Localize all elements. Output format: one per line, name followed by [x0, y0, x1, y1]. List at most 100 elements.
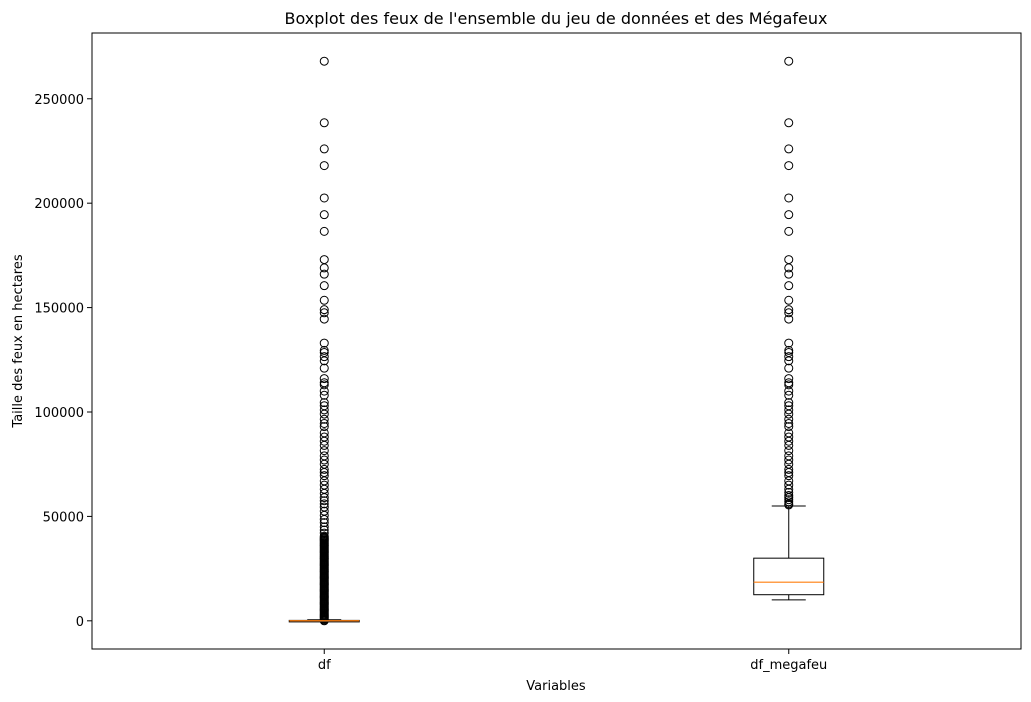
x-axis: df df_megafeu [318, 649, 827, 673]
flier-point [784, 338, 794, 348]
flier-point [319, 531, 329, 541]
flier-point [784, 398, 794, 408]
flier-point [784, 305, 794, 315]
flier-point [319, 390, 329, 400]
flier-point [784, 487, 794, 497]
flier-point [319, 226, 329, 236]
flier-point [784, 436, 794, 446]
flier-point [784, 144, 794, 154]
y-axis: 0 50000 100000 150000 200000 250000 [34, 93, 92, 630]
flier-point [784, 352, 794, 362]
flier-point [319, 56, 329, 66]
flier-point [784, 269, 794, 279]
flier-point [319, 374, 329, 384]
flier-point [319, 386, 329, 396]
flier-point [319, 499, 329, 509]
x-tick-label: df [318, 658, 331, 673]
flier-point [319, 380, 329, 390]
flier-point [784, 414, 794, 424]
box-group-df_megafeu [753, 56, 825, 601]
box-series [288, 56, 825, 626]
flier-point [784, 56, 794, 66]
flier-point [319, 144, 329, 154]
flier-point [319, 281, 329, 291]
flier-point [319, 161, 329, 171]
flier-point [319, 269, 329, 279]
y-tick-label: 100000 [34, 406, 84, 421]
y-tick-label: 0 [76, 615, 84, 630]
flier-point [319, 510, 329, 520]
flier-point [319, 515, 329, 525]
flier-point [784, 210, 794, 220]
flier-point [319, 308, 329, 318]
flier-point [319, 471, 329, 481]
flier-point [784, 363, 794, 373]
flier-point [784, 464, 794, 474]
flier-point [784, 405, 794, 415]
flier-point [319, 363, 329, 373]
flier-point [319, 436, 329, 446]
flier-point [319, 345, 329, 355]
plot-area [91, 32, 1022, 650]
y-axis-label: Taille des feux en hectares [11, 254, 26, 428]
flier-point [784, 455, 794, 465]
y-tick-label: 150000 [34, 302, 84, 317]
flier-point [784, 390, 794, 400]
flier-point [319, 493, 329, 503]
flier-point [784, 446, 794, 456]
flier-point [784, 356, 794, 366]
flier-point [784, 345, 794, 355]
flier-point [784, 374, 794, 384]
flier-point [784, 418, 794, 428]
box-group-df [288, 56, 360, 626]
flier-point [319, 418, 329, 428]
flier-point [784, 480, 794, 490]
flier-point [319, 525, 329, 535]
flier-point [319, 314, 329, 324]
flier-point [784, 295, 794, 305]
flier-point [784, 380, 794, 390]
flier-point [784, 495, 794, 505]
flier-point [784, 263, 794, 273]
flier-point [784, 314, 794, 324]
flier-point [784, 281, 794, 291]
flier-point [319, 446, 329, 456]
x-axis-label: Variables [526, 679, 586, 694]
flier-point [784, 471, 794, 481]
flier-point [319, 352, 329, 362]
flier-point [319, 422, 329, 432]
flier-point [319, 464, 329, 474]
flier-point [319, 338, 329, 348]
flier-point [319, 118, 329, 128]
flier-point [319, 356, 329, 366]
flier-point [784, 255, 794, 265]
flier-point [784, 422, 794, 432]
flier-point [319, 496, 329, 506]
chart-title: Boxplot des feux de l'ensemble du jeu de… [285, 9, 828, 28]
y-tick-label: 200000 [34, 197, 84, 212]
flier-point [319, 210, 329, 220]
flier-point [319, 398, 329, 408]
flier-point [319, 488, 329, 498]
y-tick-label: 250000 [34, 93, 84, 108]
flier-point [319, 440, 329, 450]
box-iqr [753, 557, 825, 596]
flier-point [319, 522, 329, 532]
flier-point [319, 255, 329, 265]
flier-point [319, 193, 329, 203]
x-tick-label: df_megafeu [750, 658, 827, 673]
flier-point [784, 161, 794, 171]
flier-point [784, 409, 794, 419]
flier-point [319, 263, 329, 273]
flier-point [784, 440, 794, 450]
flier-point [319, 405, 329, 415]
flier-point [319, 528, 329, 538]
y-tick-label: 50000 [43, 510, 84, 525]
flier-point [319, 518, 329, 528]
flier-point [784, 308, 794, 318]
flier-point [784, 386, 794, 396]
flier-point [319, 409, 329, 419]
flier-point [784, 493, 794, 503]
flier-point [784, 118, 794, 128]
